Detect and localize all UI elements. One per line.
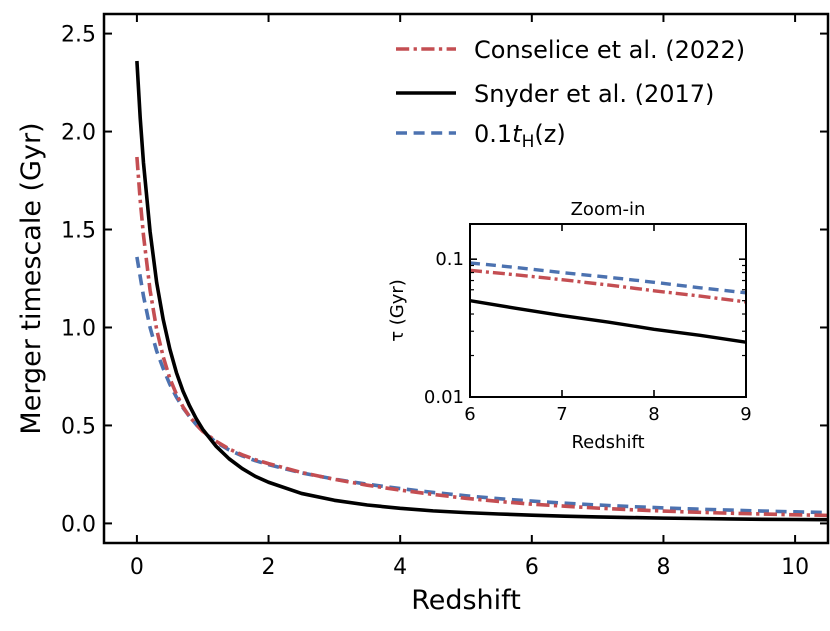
x-tick-label: 6 xyxy=(525,555,539,580)
inset-y-tick-label: 0.01 xyxy=(424,387,464,408)
x-tick-label: 2 xyxy=(262,555,276,580)
series-line-conselice-et-al-2022 xyxy=(135,156,828,518)
inset-x-axis-label: Redshift xyxy=(571,432,644,453)
series-line-snyder-et-al-2017 xyxy=(135,60,828,522)
inset-series-line-conselice-et-al-2022 xyxy=(470,268,746,304)
y-tick-label: 1.0 xyxy=(61,316,96,341)
y-tick-label: 2.5 xyxy=(61,23,96,48)
legend: Conselice et al. (2022) Snyder et al. (2… xyxy=(396,36,745,152)
inset-title: Zoom-in xyxy=(571,199,646,220)
inset-y-axis-label: τ (Gyr) xyxy=(387,279,408,342)
main-ticks-group: 0 2 4 6 8 10 0.0 0.5 1.0 1.5 2.0 2.5 xyxy=(61,14,828,580)
x-tick-label: 10 xyxy=(781,555,809,580)
inset-zoom-plot: 6 7 8 9 0.01 0.1 Zoom-in Redshift τ (Gyr) xyxy=(387,199,752,453)
legend-label-snyder: Snyder et al. (2017) xyxy=(474,80,714,108)
main-axes-frame xyxy=(102,12,830,545)
inset-x-tick-label: 6 xyxy=(464,404,475,425)
legend-hubble-prefix: 0.1 xyxy=(474,120,512,148)
main-series-group xyxy=(135,60,828,522)
y-axis-label: Merger timescale (Gyr) xyxy=(16,122,47,434)
legend-hubble-sub: H xyxy=(522,132,535,152)
series-line-0-1th-z xyxy=(135,256,828,515)
inset-x-tick-label: 7 xyxy=(556,404,567,425)
y-tick-label: 1.5 xyxy=(61,219,96,244)
main-plot-area: 0 2 4 6 8 10 0.0 0.5 1.0 1.5 2.0 2.5 Redshift Merge… xyxy=(16,12,830,616)
inset-series-line-0-1th-z xyxy=(470,261,746,295)
y-tick-label: 0.5 xyxy=(61,414,96,439)
legend-hubble-t: t xyxy=(512,120,523,148)
legend-label-hubble-time: 0.1tH(z) xyxy=(474,120,566,152)
inset-series-group xyxy=(470,261,746,344)
inset-ticks-group: 6 7 8 9 0.01 0.1 xyxy=(424,224,752,425)
inset-series-line-snyder-et-al-2017 xyxy=(470,298,746,344)
inset-y-tick-label: 0.1 xyxy=(435,249,464,270)
x-tick-label: 8 xyxy=(656,555,670,580)
x-tick-label: 4 xyxy=(393,555,407,580)
x-axis-label: Redshift xyxy=(411,585,521,616)
inset-background xyxy=(470,224,746,397)
inset-axes-frame xyxy=(469,223,747,398)
inset-x-tick-label: 9 xyxy=(740,404,751,425)
y-tick-label: 2.0 xyxy=(61,121,96,146)
legend-hubble-z: (z) xyxy=(534,120,565,148)
y-tick-label: 0.0 xyxy=(61,512,96,537)
inset-x-tick-label: 8 xyxy=(648,404,659,425)
x-tick-label: 0 xyxy=(130,555,144,580)
legend-label-conselice: Conselice et al. (2022) xyxy=(474,36,745,64)
